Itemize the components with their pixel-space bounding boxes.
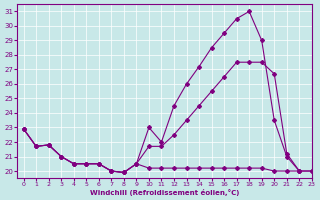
X-axis label: Windchill (Refroidissement éolien,°C): Windchill (Refroidissement éolien,°C) [90, 189, 239, 196]
